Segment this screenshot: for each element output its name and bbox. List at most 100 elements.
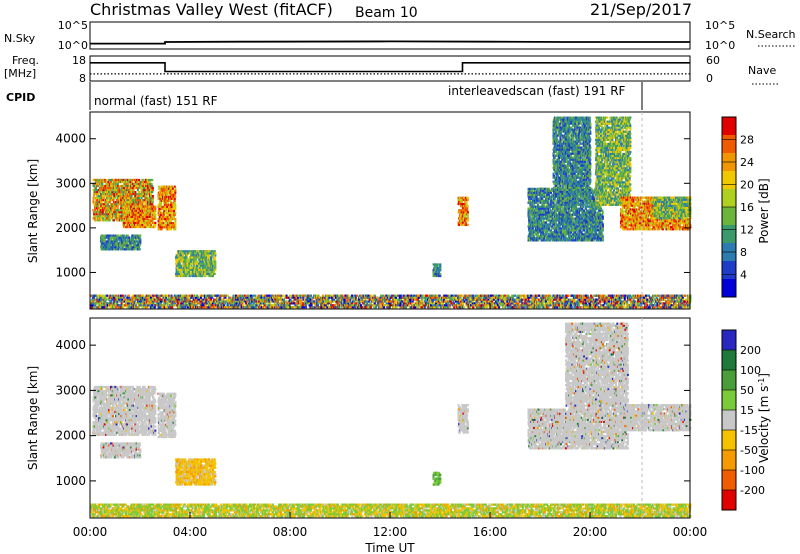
data-cell [581,218,583,220]
data-cell [169,208,171,210]
data-cell [127,212,129,214]
data-cell [169,200,171,202]
data-cell [168,228,170,230]
data-cell [112,209,114,211]
data-cell [149,216,151,218]
data-cell [194,263,196,265]
data-cell [467,211,469,213]
data-cell [566,237,568,239]
nsearch-tick-bottom: 10^0 [705,39,735,52]
data-cell [139,240,141,242]
data-cell [118,213,120,215]
data-cell [571,239,573,241]
data-cell [170,188,172,190]
data-cell [529,200,531,202]
data-cell [152,187,154,189]
data-cell [148,210,150,212]
data-cell [581,210,583,212]
data-cell [546,235,548,237]
data-cell [531,206,533,208]
data-cell [145,212,147,214]
data-cell [96,189,98,191]
data-cell [146,195,148,197]
freq-unit-label: [MHz] [4,67,36,80]
data-cell [207,271,209,273]
figure-title: Christmas Valley West (fitACF) [90,0,333,19]
data-cell [574,229,576,231]
data-cell [551,225,553,227]
data-cell [114,209,116,211]
data-cell [569,233,571,235]
data-cell [179,263,181,265]
data-cell [158,212,160,214]
data-cell [602,218,604,220]
data-cell [562,239,564,241]
data-cell [133,189,135,191]
data-cell [162,218,164,220]
data-cell [107,203,109,205]
data-cell [551,216,553,218]
data-cell [434,275,436,277]
region-1 [123,206,157,228]
data-cell [203,265,205,267]
data-cell [116,217,118,219]
region-8 [553,117,592,197]
data-cell [588,235,590,237]
data-cell [101,246,103,248]
data-cell [532,227,534,229]
data-cell [601,219,603,221]
data-cell [554,200,556,202]
data-cell [592,227,594,229]
data-cell [566,229,568,231]
data-cell [549,223,551,225]
data-cell [193,271,195,273]
data-cell [539,202,541,204]
data-cell [174,218,176,220]
data-cell [174,214,176,216]
data-cell [123,193,125,195]
data-cell [463,224,465,226]
data-cell [595,214,597,216]
data-cell [154,218,156,220]
data-cell [104,219,106,221]
data-cell [121,217,123,219]
data-cell [139,238,141,240]
data-cell [550,198,552,200]
data-cell [109,244,111,246]
data-cell [159,220,161,222]
data-cell [174,194,176,196]
data-cell [152,189,154,191]
data-cell [553,137,555,139]
data-cell [532,233,534,235]
data-cell [559,227,561,229]
data-cell [602,229,604,231]
data-cell [598,210,600,212]
data-cell [595,208,597,210]
data-cell [201,254,203,256]
data-cell [579,229,581,231]
data-cell [439,265,441,267]
data-cell [174,198,176,200]
data-cell [114,197,116,199]
data-cell [602,237,604,239]
data-cell [160,204,162,206]
data-cell [583,233,585,235]
data-cell [138,197,140,199]
data-cell [180,271,182,273]
data-cell [109,219,111,221]
data-cell [575,223,577,225]
data-cell [134,248,136,250]
data-cell [601,231,603,233]
data-cell [535,210,537,212]
data-cell [568,227,570,229]
nave-label: Nave [748,64,776,77]
data-cell [202,261,204,263]
data-cell [188,271,190,273]
data-cell [583,210,585,212]
data-cell [148,197,150,199]
data-cell [134,242,136,244]
data-cell [111,191,113,193]
data-cell [534,225,536,227]
data-cell [548,212,550,214]
